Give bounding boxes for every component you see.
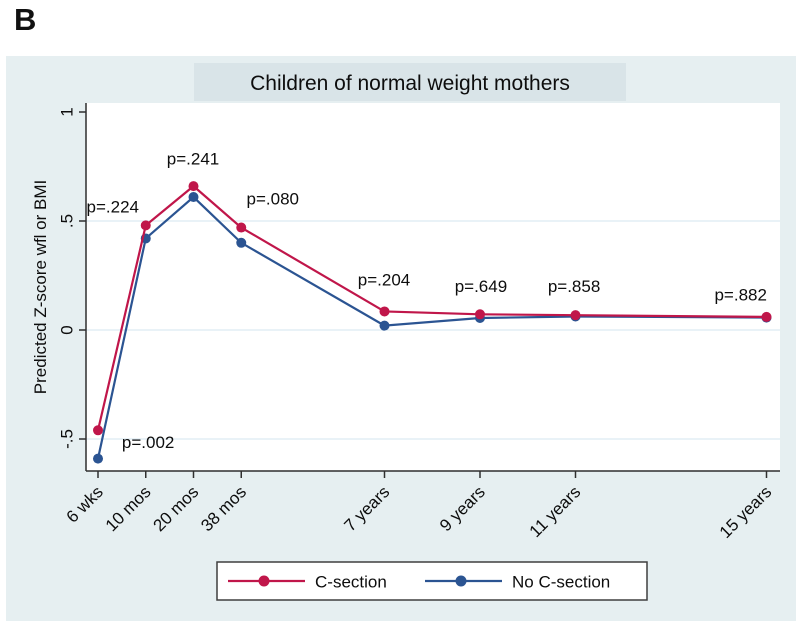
chart-title: Children of normal weight mothers [250, 72, 570, 95]
y-tick-label: -.5 [58, 429, 77, 449]
p-value-label: p=.224 [87, 197, 139, 216]
legend-label: No C-section [512, 573, 610, 592]
chart-title-band [194, 63, 626, 101]
p-value-label: p=.080 [247, 190, 299, 209]
data-point-c-section [140, 220, 151, 231]
series-line-c-section [96, 184, 767, 431]
data-point-no-c-section [93, 453, 103, 464]
panel-label: B [14, 2, 37, 37]
data-point-c-section [570, 310, 581, 321]
series-line-no-c-section [96, 195, 767, 459]
y-tick-label: 0 [58, 325, 77, 334]
data-point-c-section [236, 222, 247, 233]
p-value-label: p=.241 [167, 149, 219, 168]
p-value-label: p=.649 [455, 277, 507, 296]
y-axis-label: Predicted Z-score wfl or BMI [31, 180, 50, 394]
data-point-no-c-section [236, 237, 247, 248]
data-point-c-section [188, 181, 199, 192]
data-point-c-section [379, 306, 390, 317]
p-value-label: p=.002 [122, 433, 174, 452]
y-axis-ticks: 1 .5 0 -.5 [58, 107, 86, 449]
data-point-c-section [93, 425, 103, 436]
legend-marker-dot [455, 575, 467, 587]
legend-label: C-section [315, 573, 387, 592]
y-tick-label: 1 [58, 107, 77, 116]
legend-items: C-section No C-section [228, 573, 610, 592]
plot-area [86, 103, 780, 471]
data-series [93, 181, 772, 464]
data-point-no-c-section [379, 320, 390, 331]
data-point-no-c-section [188, 192, 199, 203]
y-tick-label: .5 [58, 214, 77, 228]
data-point-c-section [761, 311, 772, 322]
legend-marker-dot [258, 575, 270, 587]
p-value-label: p=.858 [548, 277, 600, 296]
p-value-annotations: p=.224 p=.241 p=.080 p=.204 p=.649 p=.858 p=.8… [87, 149, 767, 451]
data-point-c-section [475, 309, 485, 320]
gridlines [86, 220, 780, 440]
p-value-label: p=.882 [714, 286, 766, 305]
p-value-label: p=.204 [358, 270, 410, 289]
